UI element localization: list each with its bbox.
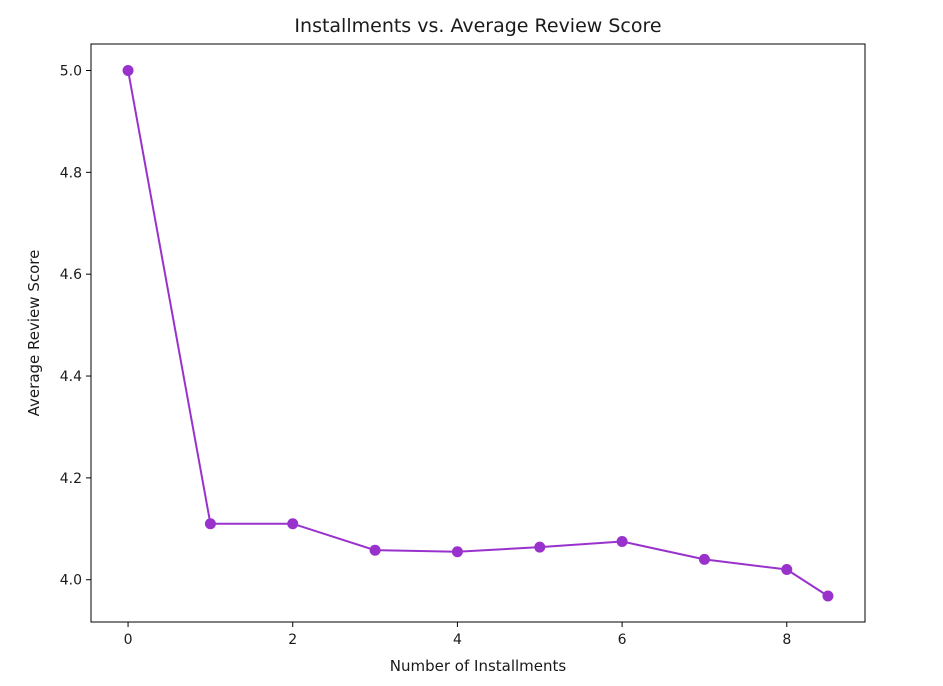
data-point	[616, 536, 628, 548]
data-point	[781, 564, 793, 576]
data-point	[204, 518, 216, 530]
y-axis-label: Average Review Score	[25, 250, 43, 417]
data-point	[698, 553, 710, 565]
y-tick-label: 4.6	[60, 267, 82, 283]
y-tick-label: 4.8	[60, 165, 82, 181]
data-point	[822, 590, 834, 602]
x-axis-label: Number of Installments	[390, 657, 567, 675]
data-point	[369, 544, 381, 556]
x-tick-label: 8	[782, 632, 791, 648]
chart-title: Installments vs. Average Review Score	[294, 15, 661, 37]
x-tick-label: 6	[618, 632, 627, 648]
x-axis-ticks: 0 2 4 6 8	[124, 622, 791, 648]
x-tick-label: 2	[288, 632, 297, 648]
y-tick-label: 4.0	[60, 573, 82, 589]
series-points	[122, 64, 834, 602]
series-line	[127, 70, 829, 597]
x-tick-label: 4	[453, 632, 462, 648]
y-tick-label: 4.2	[60, 471, 82, 487]
y-tick-label: 4.4	[60, 369, 82, 385]
y-tick-label: 5.0	[60, 63, 82, 79]
x-tick-label: 0	[124, 632, 133, 648]
data-point	[534, 541, 546, 553]
y-axis-ticks: 4.0 4.2 4.4 4.6 4.8 5.0	[60, 63, 91, 589]
data-point	[122, 64, 134, 76]
plot-area-frame	[90, 43, 866, 623]
data-point	[451, 546, 463, 558]
data-point	[287, 518, 299, 530]
